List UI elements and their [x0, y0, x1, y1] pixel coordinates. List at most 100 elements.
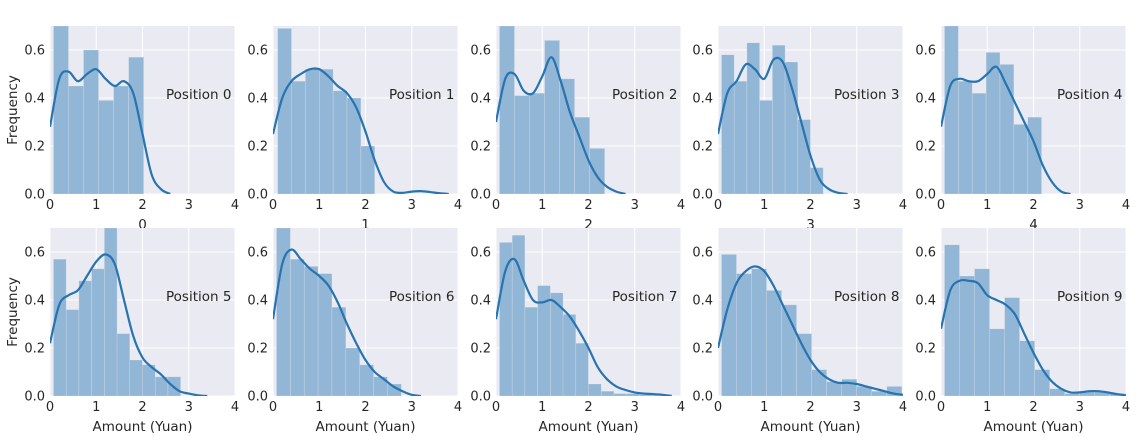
subplot-8: 0 1 2 3 4 0.0 0.2 0.4 0.6 Amount (Yuan) Position 8: [692, 228, 907, 435]
x-tick-label: 2: [361, 198, 369, 213]
x-tick-label: 1: [92, 400, 100, 415]
histogram-bar: [796, 333, 812, 396]
histogram-bar: [575, 342, 589, 396]
kde-line: [496, 56, 626, 194]
subplot-7: 0 1 2 3 4 0.0 0.2 0.4 0.6 Amount (Yuan) Position 7: [470, 228, 685, 435]
x-tick-label: 3: [1076, 400, 1084, 415]
x-axis-label: 1: [361, 217, 370, 233]
x-tick-label: 4: [899, 198, 907, 213]
x-tick-label: 3: [408, 400, 416, 415]
histogram-bar: [613, 393, 627, 396]
histogram-bar: [524, 306, 538, 396]
x-tick-label: 2: [1029, 400, 1037, 415]
position-annotation: Position 1: [389, 87, 454, 103]
histogram-bar: [78, 280, 92, 396]
histogram-bar: [499, 242, 513, 396]
y-tick-label: 0.6: [915, 44, 936, 59]
histogram-bar: [751, 268, 767, 396]
histogram-bar: [303, 266, 319, 396]
x-tick-label: 2: [806, 400, 814, 415]
position-annotation: Position 0: [166, 87, 231, 103]
y-tick-label: 0.0: [915, 390, 936, 405]
histogram-bar: [514, 95, 530, 194]
x-tick-label: 1: [92, 198, 100, 213]
histogram-bar: [759, 100, 773, 194]
x-tick-label: 3: [631, 198, 639, 213]
x-axis-label: Amount (Yuan): [539, 419, 639, 435]
x-axis-label: Amount (Yuan): [984, 419, 1084, 435]
x-tick-label: 2: [138, 400, 146, 415]
histogram-bar: [989, 328, 1005, 396]
y-tick-label: 0.6: [470, 246, 491, 261]
histogram-bar: [721, 54, 735, 194]
y-tick-label: 0.0: [470, 188, 491, 203]
histogram-bar: [971, 92, 987, 194]
subplot-9: 0 1 2 3 4 0.0 0.2 0.4 0.6 Amount (Yuan) Position 9: [915, 228, 1130, 435]
histogram-bar: [53, 258, 67, 396]
position-annotation: Position 3: [834, 87, 899, 103]
x-tick-label: 1: [315, 400, 323, 415]
histogram-bar: [277, 28, 292, 194]
histogram-bar: [959, 275, 975, 396]
histogram-bar: [113, 85, 129, 194]
y-tick-label: 0.6: [692, 44, 713, 59]
histogram: [53, 228, 181, 396]
y-tick-label: 0.4: [24, 294, 45, 309]
histogram-bar: [360, 145, 376, 194]
x-tick-label: 2: [361, 400, 369, 415]
histogram-bar: [600, 390, 615, 396]
x-tick-label: 4: [677, 198, 685, 213]
histogram-bar: [784, 61, 799, 194]
y-tick-label: 0.6: [24, 44, 45, 59]
x-axis-label: Amount (Yuan): [93, 419, 193, 435]
histogram-bar: [588, 383, 602, 396]
y-tick-label: 0.0: [915, 188, 936, 203]
histogram-bar: [958, 80, 973, 194]
kde-line: [273, 67, 449, 194]
position-annotation: Position 6: [389, 289, 454, 305]
x-tick-label: 3: [853, 198, 861, 213]
kde-line: [50, 67, 171, 194]
histogram-bar: [317, 273, 333, 396]
histogram-bar: [1013, 124, 1029, 194]
x-axis-label: 0: [138, 217, 147, 233]
x-tick-label: 0: [269, 400, 277, 415]
histogram-bar: [841, 378, 858, 396]
subplot-5: 0 1 2 3 4 0.0 0.2 0.4 0.6 Amount (Yuan) Frequency P…: [5, 228, 239, 435]
histogram-bar: [944, 244, 960, 396]
y-tick-label: 0.6: [247, 246, 268, 261]
x-tick-label: 4: [1122, 400, 1130, 415]
x-tick-label: 1: [983, 198, 991, 213]
histogram-bar: [733, 80, 748, 194]
y-tick-label: 0.0: [692, 188, 713, 203]
histogram-bar: [104, 228, 118, 396]
x-tick-label: 3: [1076, 198, 1084, 213]
histogram-bar: [318, 68, 334, 194]
subplot-2: 0 1 2 3 4 0.0 0.2 0.4 0.6 2 Position 2: [470, 26, 685, 233]
kde-line: [50, 253, 208, 396]
histogram: [277, 28, 376, 194]
y-tick-label: 0.2: [470, 140, 491, 155]
kde-line: [718, 56, 848, 194]
histogram: [944, 244, 1126, 396]
x-tick-label: 0: [492, 400, 500, 415]
y-tick-label: 0.4: [24, 92, 45, 107]
x-tick-label: 2: [584, 198, 592, 213]
x-tick-label: 1: [315, 198, 323, 213]
x-tick-label: 0: [492, 198, 500, 213]
y-tick-label: 0.4: [470, 92, 491, 107]
y-tick-label: 0.4: [915, 294, 936, 309]
y-tick-label: 0.4: [247, 92, 268, 107]
histogram-bar: [1064, 393, 1081, 396]
kde-line: [273, 248, 422, 396]
kde-line: [496, 257, 672, 396]
x-tick-label: 0: [937, 198, 945, 213]
x-tick-label: 1: [538, 400, 546, 415]
x-tick-label: 4: [899, 400, 907, 415]
x-tick-label: 3: [853, 400, 861, 415]
histogram-bar: [562, 314, 577, 396]
x-axis-label: 3: [806, 217, 815, 233]
y-tick-label: 0.4: [247, 294, 268, 309]
x-tick-label: 1: [760, 198, 768, 213]
